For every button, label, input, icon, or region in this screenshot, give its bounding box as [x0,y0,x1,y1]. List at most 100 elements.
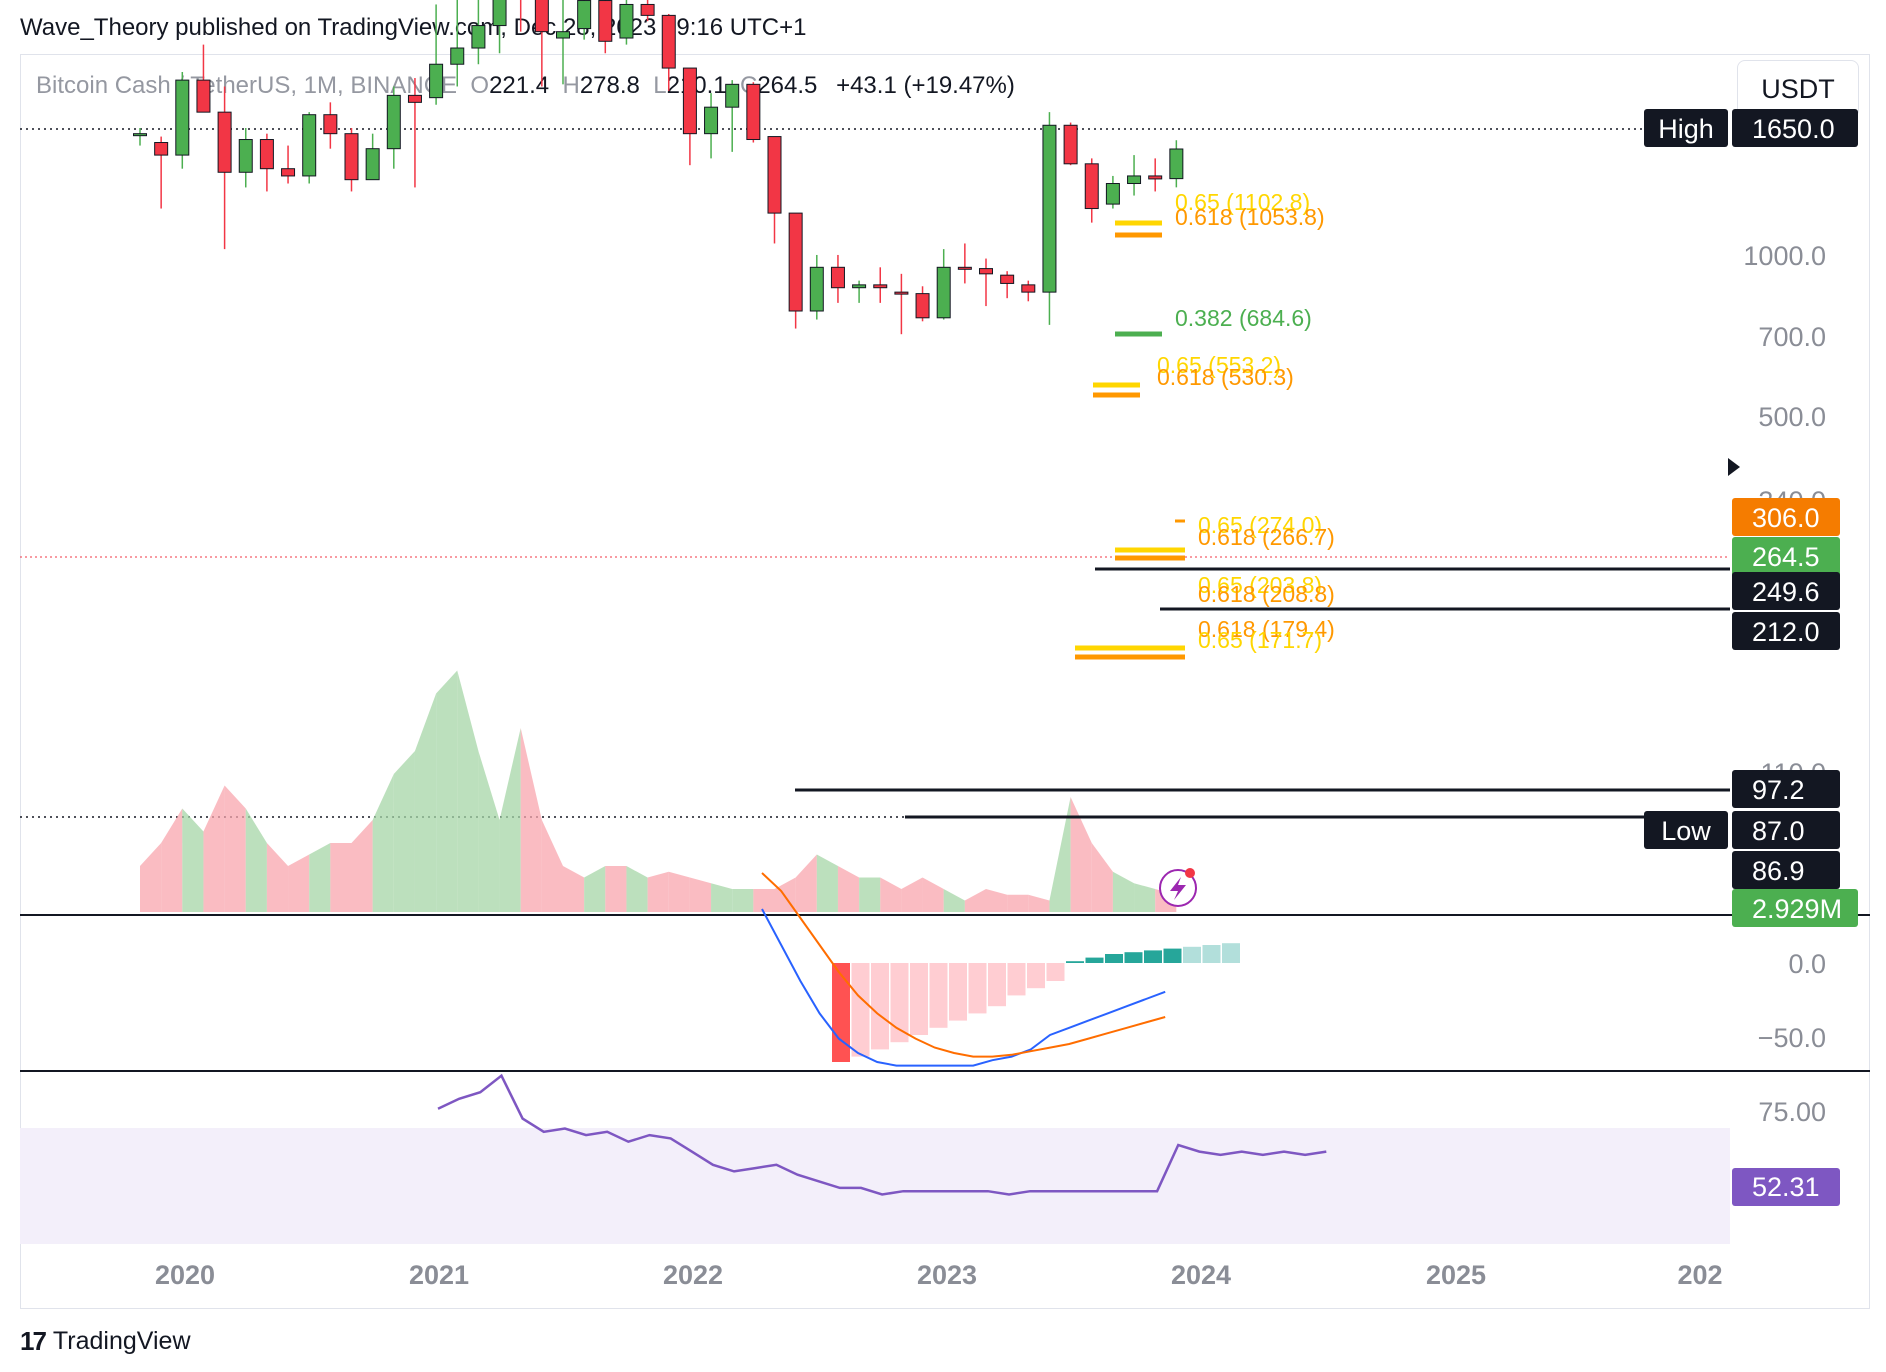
volume-segment [584,866,606,912]
volume-segment [1007,894,1029,912]
macd-histogram-bar [1202,945,1221,963]
volume-segment [901,877,923,912]
volume-segment [1070,797,1092,912]
candle-body [471,25,486,49]
fib-label: 0.382 (684.6) [1175,305,1312,331]
volume-segment [161,808,183,912]
fib-label: 0.618 (179.4) [1198,616,1335,642]
volume-segment [753,889,775,912]
candle-body [957,266,972,270]
candle-body [344,133,359,181]
volume-segment [245,808,267,912]
y-tick-label: 700.0 [1758,322,1826,352]
x-tick-label: 2024 [1171,1260,1231,1290]
rsi-line [437,1073,1327,1196]
price-tag-label: 1650.0 [1752,114,1835,144]
volume-segment [711,883,733,912]
close-value: 264.5 [757,72,818,99]
x-tick-label: 202 [1677,1260,1722,1290]
lightning-icon-bolt [1170,877,1186,900]
candle-body [556,31,570,39]
signal-line [761,872,1166,1058]
x-tick-label: 2025 [1426,1260,1486,1290]
candle-body [302,114,317,177]
price-tag-label: 264.5 [1752,542,1820,572]
price-tag-label: 212.0 [1752,617,1820,647]
candle-body [915,293,930,319]
volume-segment [647,871,669,912]
macd-histogram-bar [890,963,909,1043]
fib-label: 0.618 (530.3) [1157,364,1294,390]
candle-body [534,0,549,33]
candle-body [1084,163,1099,210]
x-tick-label: 2020 [155,1260,215,1290]
macd-histogram-bar [1144,950,1162,963]
candle-body [682,67,697,135]
price-tag-prefix [1644,109,1728,147]
macd-histogram-bar [910,963,928,1035]
price-tag-label: 87.0 [1752,816,1805,846]
fib-label: 0.618 (266.7) [1198,524,1335,550]
macd-histogram-bar [1046,963,1065,981]
volume-segment [140,843,162,912]
high-value: 278.8 [579,72,640,99]
candle-body [704,106,719,135]
candle-body [1042,124,1057,293]
macd-histogram-bar [968,963,987,1014]
macd-histogram-bar [1066,961,1084,963]
macd-histogram-bar [832,963,850,1062]
price-tag-prefix-label: High [1658,114,1714,144]
candle-body [281,168,296,177]
x-tick-label: 2021 [409,1260,469,1290]
candle-body [894,291,909,295]
volume-segment [986,889,1008,912]
low-label: L [653,72,667,99]
price-tag [1732,572,1840,610]
price-tag [1732,889,1858,927]
candle-body [133,133,147,137]
rsi-value-tag [1732,1168,1840,1206]
volume-segment [1049,797,1071,912]
fib-label: 0.65 (553.2) [1157,352,1281,378]
candle-body [873,284,888,289]
candle-body [386,94,401,150]
macd-histogram-bar [1124,952,1143,963]
high-label: H [562,72,580,99]
volume-segment [880,877,902,912]
volume-segment [1112,871,1135,912]
candle-body [365,148,380,181]
open-label: O [470,72,490,99]
currency-button[interactable]: USDT [1737,60,1859,118]
notification-dot [1185,868,1195,878]
price-tag-label: 306.0 [1752,503,1820,533]
macd-panel [761,872,1240,1067]
candle-body [492,0,507,27]
volume-segment [859,877,881,912]
scroll-right-icon [1728,458,1740,476]
volume-segment [330,843,352,912]
candles [133,0,1184,335]
candle-body [154,142,169,156]
candle-body [936,266,951,319]
volume-area [140,670,1177,912]
candle-body [323,114,338,135]
fib-label: 0.618 (1053.8) [1175,204,1325,230]
x-tick-label: 2023 [917,1260,977,1290]
macd-histogram-bar [949,963,967,1021]
candle-body [577,0,592,30]
candle-body [640,3,655,16]
price-tag [1732,612,1840,650]
volume-segment [668,871,690,912]
symbol-name[interactable]: Bitcoin Cash / TetherUS, 1M, BINANCE [36,72,458,99]
volume-segment [393,751,415,912]
macd-histogram-bar [871,963,889,1050]
price-tag-label: 2.929M [1752,894,1842,924]
tradingview-brand[interactable]: 17 TradingView [20,1326,191,1357]
volume-segment [541,820,563,912]
candle-body [1105,183,1120,205]
price-tag-prefix [1644,811,1728,849]
candle-body [852,284,867,289]
candle-body [661,14,676,69]
